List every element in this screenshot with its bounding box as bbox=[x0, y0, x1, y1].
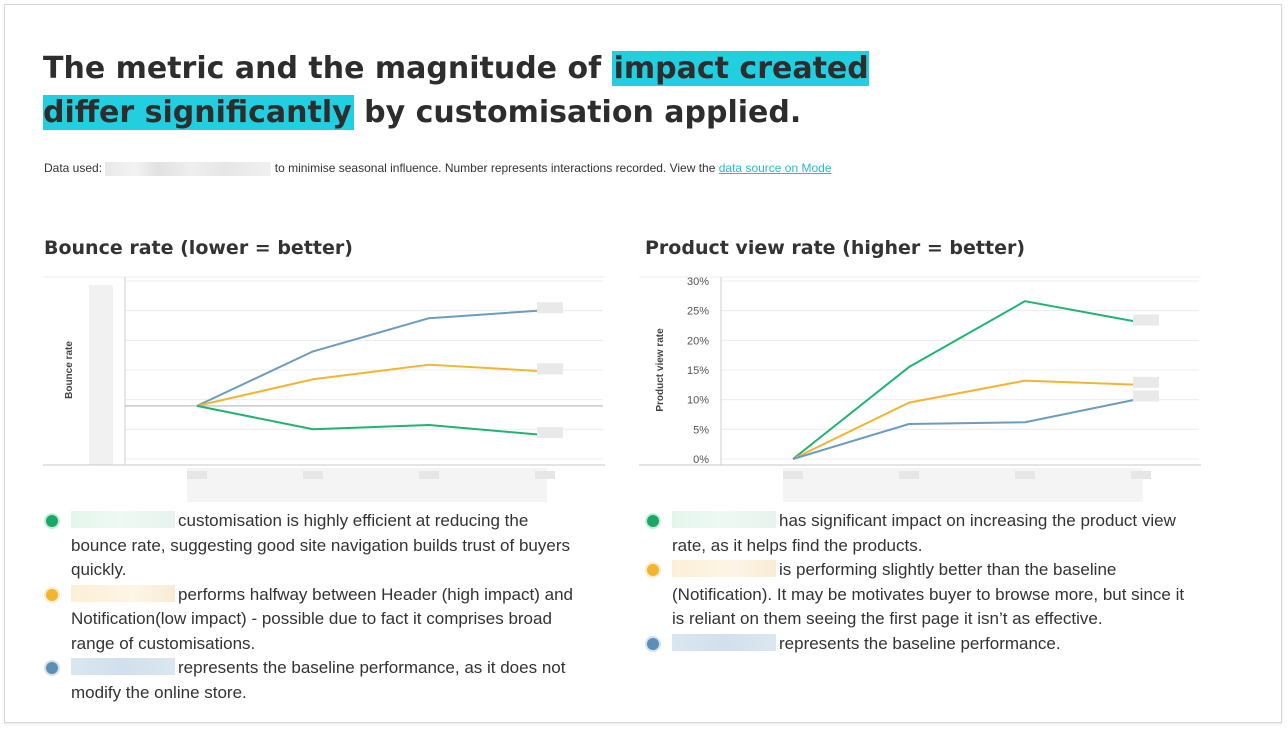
y-tick-label: 10% bbox=[687, 395, 709, 407]
bounce-rate-chart: Bounce rate bbox=[43, 276, 605, 502]
note-item: represents the baseline performance, as … bbox=[46, 656, 586, 705]
x-tick-placeholder bbox=[783, 471, 803, 479]
redacted-x-labels bbox=[783, 468, 1143, 502]
series-line-3 bbox=[792, 397, 1142, 460]
data-note-prefix: Data used: bbox=[44, 161, 103, 175]
redacted-date-range bbox=[105, 161, 272, 176]
redacted-customisation-name bbox=[672, 633, 776, 651]
product-view-chart-title: Product view rate (higher = better) bbox=[645, 237, 1026, 259]
note-item: represents the baseline performance. bbox=[647, 632, 1187, 657]
data-note-text: to minimise seasonal influence. Number r… bbox=[274, 161, 716, 175]
y-tick-label: 20% bbox=[687, 335, 709, 347]
headline: The metric and the magnitude of impact c… bbox=[43, 47, 943, 135]
y-tick-label: 25% bbox=[687, 306, 709, 318]
series-line-1 bbox=[196, 309, 546, 407]
note-item: has significant impact on increasing the… bbox=[647, 509, 1187, 558]
note-text: is performing slightly better than the b… bbox=[672, 560, 1185, 628]
series-line-3 bbox=[196, 404, 546, 437]
x-tick-placeholder bbox=[303, 471, 323, 479]
product-view-notes: has significant impact on increasing the… bbox=[647, 509, 1187, 656]
y-tick-label: 15% bbox=[687, 365, 709, 377]
y-axis-title: Bounce rate bbox=[64, 341, 75, 399]
note-text: performs halfway between Header (high im… bbox=[71, 584, 573, 653]
y-axis-title: Product view rate bbox=[655, 328, 666, 412]
y-tick-label: 0% bbox=[693, 454, 709, 466]
redacted-series-label bbox=[1133, 314, 1159, 326]
yellow-dot-icon bbox=[46, 588, 58, 601]
product-view-rate-chart: 0% 5% 10% 15% 20% 25% 30% Product view rate bbox=[639, 276, 1201, 502]
redacted-x-labels bbox=[187, 468, 547, 502]
x-tick-placeholder bbox=[1131, 471, 1151, 479]
data-note: Data used: to minimise seasonal influenc… bbox=[44, 161, 832, 176]
blue-dot-icon bbox=[46, 662, 58, 674]
x-tick-placeholder bbox=[899, 471, 919, 479]
note-text: customisation is highly efficient at red… bbox=[71, 511, 570, 579]
note-item: performs halfway between Header (high im… bbox=[46, 583, 586, 657]
headline-end: by customisation applied. bbox=[353, 95, 802, 130]
headline-start: The metric and the magnitude of bbox=[43, 51, 612, 86]
note-text: represents the baseline performance, as … bbox=[71, 658, 566, 702]
series-line-1 bbox=[792, 300, 1142, 460]
x-tick-placeholder bbox=[1015, 471, 1035, 479]
redacted-customisation-name bbox=[672, 560, 776, 577]
redacted-series-label bbox=[1133, 390, 1159, 402]
note-text: has significant impact on increasing the… bbox=[672, 511, 1176, 555]
redacted-customisation-name bbox=[71, 658, 175, 675]
series-line-2 bbox=[792, 379, 1142, 460]
series-line-2 bbox=[196, 363, 546, 407]
green-dot-icon bbox=[647, 515, 659, 527]
x-tick-placeholder bbox=[187, 471, 207, 479]
redacted-customisation-name bbox=[71, 584, 175, 602]
yellow-dot-icon bbox=[647, 564, 659, 576]
y-tick-label: 30% bbox=[687, 276, 709, 288]
note-item: is performing slightly better than the b… bbox=[647, 558, 1187, 632]
bounce-chart-title: Bounce rate (lower = better) bbox=[44, 237, 353, 259]
redacted-customisation-name bbox=[71, 511, 175, 528]
note-text: represents the baseline performance. bbox=[779, 633, 1061, 653]
slide: The metric and the magnitude of impact c… bbox=[4, 4, 1282, 723]
redacted-series-label bbox=[537, 363, 563, 375]
blue-dot-icon bbox=[647, 637, 659, 650]
redacted-series-label bbox=[537, 302, 563, 314]
data-source-link[interactable]: data source on Mode bbox=[718, 161, 832, 175]
redacted-series-label bbox=[1133, 376, 1159, 388]
redacted-axis-labels bbox=[89, 285, 113, 465]
note-item: customisation is highly efficient at red… bbox=[46, 509, 586, 583]
x-tick-placeholder bbox=[535, 471, 555, 479]
y-tick-label: 5% bbox=[693, 424, 709, 436]
x-tick-placeholder bbox=[419, 471, 439, 479]
redacted-series-label bbox=[537, 427, 563, 439]
bounce-notes: customisation is highly efficient at red… bbox=[46, 509, 586, 705]
redacted-customisation-name bbox=[672, 511, 776, 528]
green-dot-icon bbox=[46, 515, 58, 527]
